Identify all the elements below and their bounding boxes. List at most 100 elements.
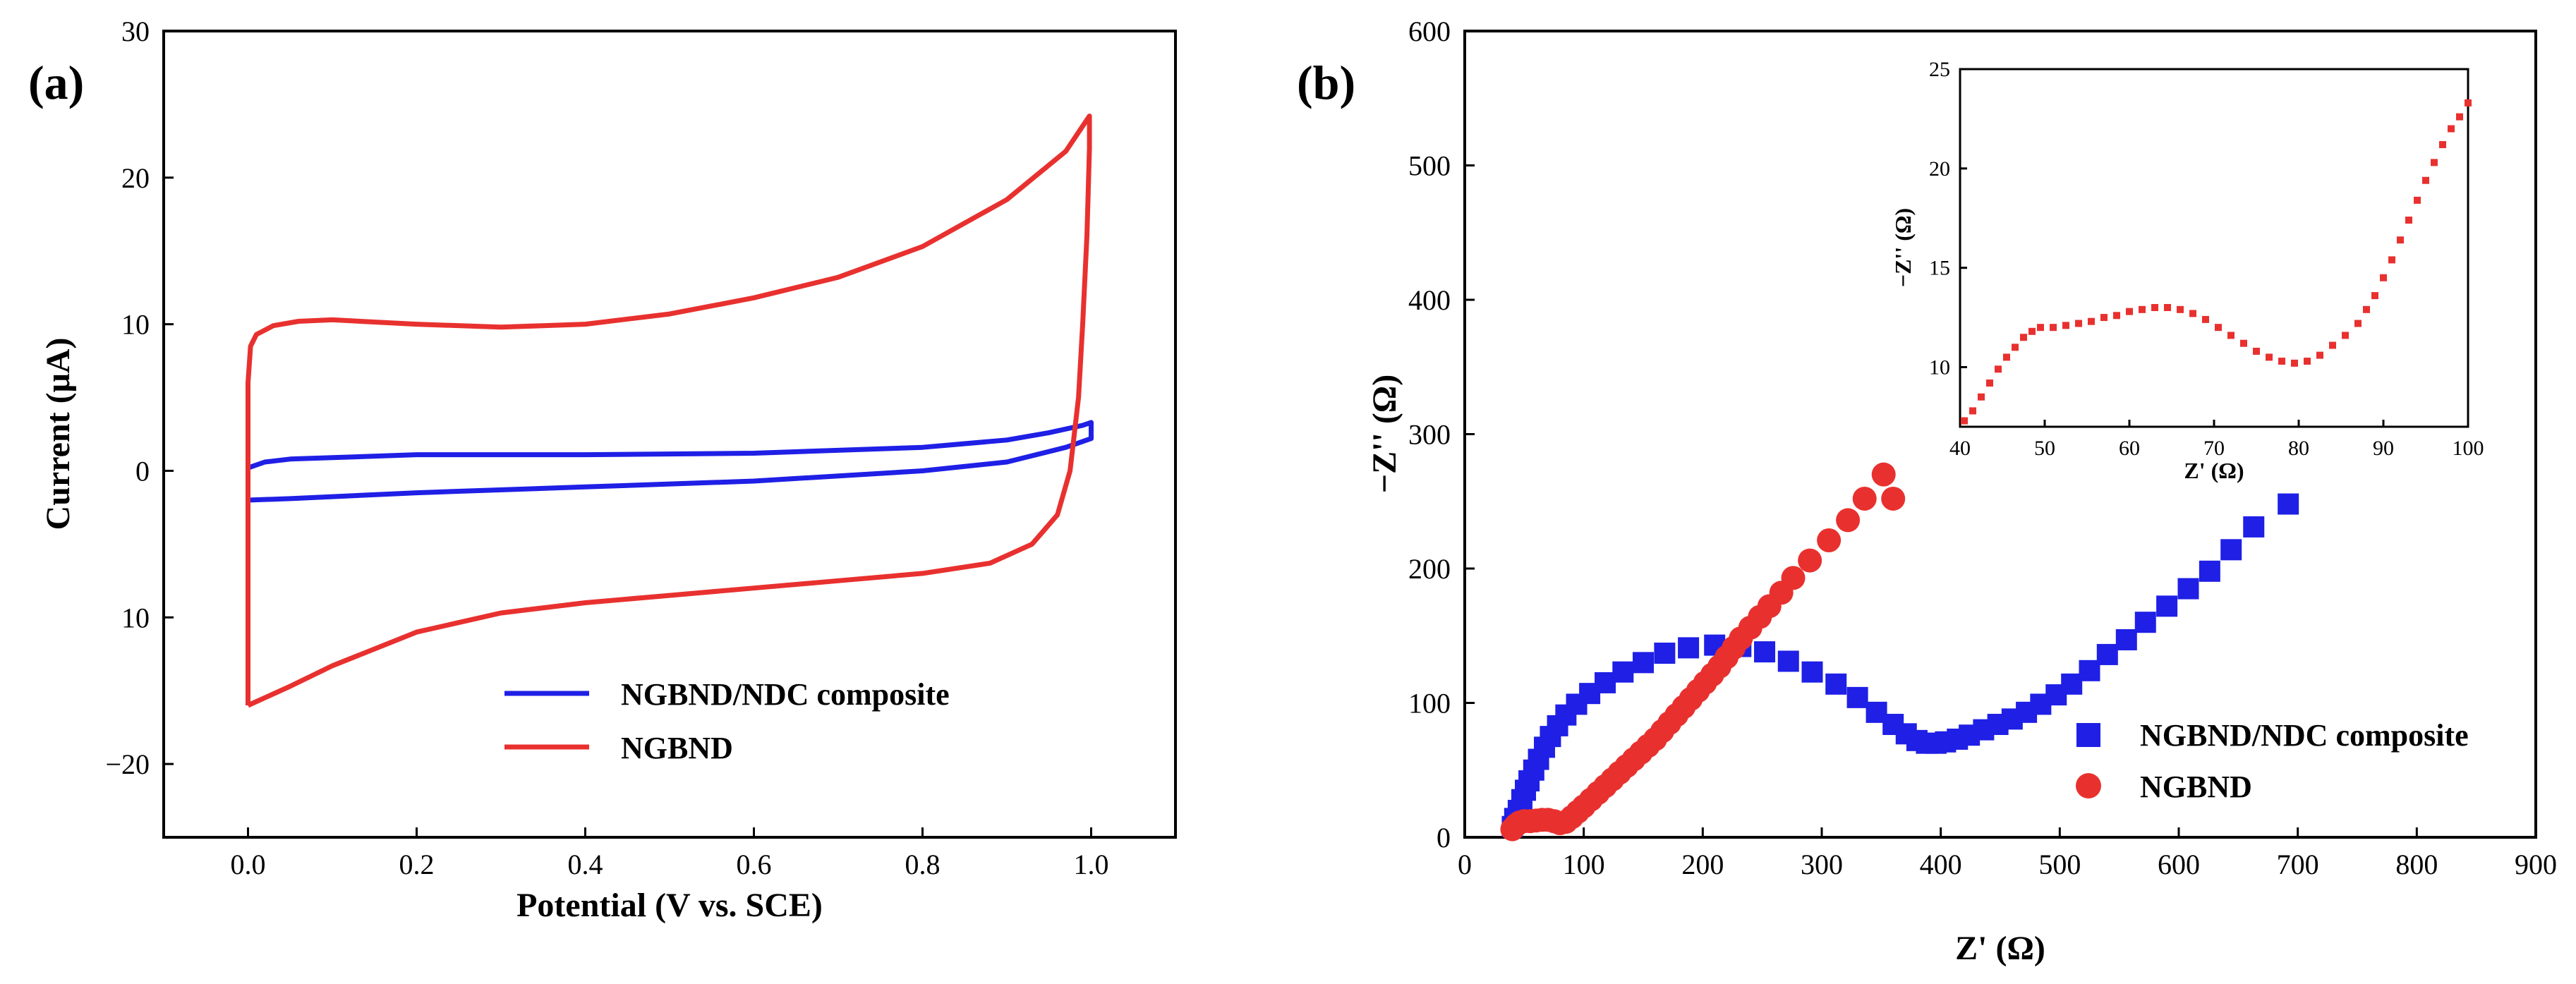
- x-tick-label-a-0: 0.0: [231, 849, 266, 880]
- data-point-b-inset-ngbnd-43: [2431, 159, 2438, 166]
- data-point-b-inset-ngbnd-12: [2075, 320, 2082, 327]
- data-point-b-inset-ngbnd-22: [2202, 315, 2209, 323]
- data-point-b-inset-ngbnd-1: [1969, 407, 1976, 415]
- data-point-b-ngbnd-46: [1881, 486, 1906, 511]
- y-tick-label-b-4: 400: [1408, 284, 1451, 316]
- data-point-b-inset-ngbnd-23: [2215, 324, 2222, 332]
- y-tick-label-b-5: 500: [1408, 150, 1451, 182]
- data-point-b-ngbnd-ndc-composite-15: [1612, 661, 1634, 683]
- legend-a: NGBND/NDC composite NGBND: [504, 677, 950, 765]
- y-tick-label-b-inset-1: 15: [1929, 257, 1950, 280]
- data-point-b-ngbnd-ndc-composite-43: [2096, 643, 2118, 665]
- data-point-b-inset-ngbnd-26: [2253, 347, 2260, 355]
- data-point-b-inset-ngbnd-7: [2020, 334, 2027, 341]
- x-tick-label-b-inset-4: 80: [2288, 437, 2309, 460]
- data-point-b-inset-ngbnd-25: [2240, 339, 2247, 347]
- y-tick-label-a-0: 30: [121, 16, 150, 47]
- data-point-b-inset-ngbnd-16: [2126, 308, 2133, 315]
- data-point-b-inset-ngbnd-30: [2304, 358, 2311, 365]
- chart-b: (b) 0 100 200 300 400 500 600 700 800 900 0 100 200 3…: [1297, 16, 2557, 967]
- x-tick-label-a-5: 1.0: [1074, 849, 1109, 880]
- data-point-b-inset-ngbnd-4: [1995, 365, 2002, 373]
- x-axis-label-b: Z' (Ω): [1955, 930, 2045, 967]
- data-point-b-inset-ngbnd-36: [2371, 292, 2378, 300]
- axis-ticks-b: 0 100 200 300 400 500 600 700 800 900 0 100 200 300 40…: [1408, 16, 2557, 880]
- data-point-b-ngbnd-ndc-composite-45: [2134, 612, 2156, 633]
- data-point-b-ngbnd-40: [1781, 566, 1806, 590]
- y-tick-label-b-1: 100: [1408, 688, 1451, 719]
- y-tick-label-b-0: 0: [1437, 822, 1451, 854]
- data-point-b-ngbnd-ndc-composite-42: [2079, 660, 2100, 681]
- data-point-b-ngbnd-43: [1836, 508, 1861, 533]
- legend-marker-ngbnd-b: [2076, 773, 2101, 798]
- data-point-b-inset-ngbnd-9: [2037, 324, 2044, 332]
- series-line-ngbnd-ndc-composite: [246, 420, 1094, 503]
- data-point-b-ngbnd-41: [1798, 548, 1822, 573]
- y-tick-label-a-2: 10: [121, 309, 150, 341]
- series-b-ngbnd-ndc-composite: [1501, 493, 2299, 837]
- panel-label-a: (a): [28, 56, 84, 109]
- x-tick-label-a-4: 0.8: [905, 849, 941, 880]
- data-point-b-inset-ngbnd-29: [2291, 359, 2298, 367]
- data-point-b-ngbnd-ndc-composite-18: [1678, 637, 1700, 659]
- panel-label-b: (b): [1297, 56, 1355, 109]
- data-point-b-inset-ngbnd-44: [2439, 141, 2446, 149]
- legend-marker-composite-b: [2076, 723, 2100, 747]
- data-point-b-inset-ngbnd-42: [2422, 176, 2429, 184]
- y-tick-label-b-inset-2: 20: [1929, 157, 1950, 181]
- data-point-b-ngbnd-ndc-composite-44: [2115, 628, 2137, 650]
- data-point-b-inset-ngbnd-8: [2028, 327, 2036, 335]
- x-tick-label-b-3: 300: [1801, 849, 1843, 880]
- x-tick-label-b-1: 100: [1563, 849, 1605, 880]
- y-axis-label-a: Current (μA): [40, 338, 77, 530]
- data-point-b-ngbnd-ndc-composite-16: [1633, 652, 1654, 674]
- data-point-b-ngbnd-ndc-composite-51: [2278, 493, 2299, 515]
- data-point-b-inset-ngbnd-32: [2329, 341, 2336, 349]
- x-tick-label-b-inset-1: 50: [2034, 437, 2055, 460]
- legend-label-ngbnd-b: NGBND: [2140, 770, 2252, 804]
- data-point-b-inset-ngbnd-21: [2189, 310, 2196, 317]
- data-point-b-inset-ngbnd-5: [2003, 353, 2010, 361]
- x-tick-label-b-inset-6: 100: [2453, 437, 2484, 460]
- data-point-b-inset-ngbnd-24: [2227, 332, 2235, 339]
- data-point-b-ngbnd-ndc-composite-48: [2199, 560, 2220, 582]
- plot-frame-a: [162, 30, 1177, 839]
- plot-frame-inset: [1959, 68, 2469, 428]
- data-point-b-ngbnd-ndc-composite-25: [1846, 686, 1868, 708]
- y-tick-label-b-6: 600: [1408, 16, 1451, 47]
- data-point-b-ngbnd-ndc-composite-46: [2156, 595, 2178, 617]
- x-tick-label-b-7: 700: [2277, 849, 2319, 880]
- chart-a: (a) 0.0 0.2 0.4 0.6 0.8 1.0 30 20 10 0 10 −20 NGBND…: [28, 16, 1177, 924]
- x-axis-label-a: Potential (V vs. SCE): [516, 887, 823, 924]
- x-tick-label-b-8: 800: [2395, 849, 2438, 880]
- y-tick-label-b-3: 300: [1408, 419, 1451, 451]
- data-point-b-inset-ngbnd-45: [2448, 125, 2455, 133]
- data-point-b-inset-ngbnd-33: [2342, 332, 2349, 339]
- y-tick-label-a-4: 10: [121, 602, 150, 633]
- data-point-b-inset-ngbnd-15: [2113, 312, 2120, 320]
- data-point-b-inset-ngbnd-18: [2151, 304, 2158, 311]
- data-point-b-ngbnd-ndc-composite-22: [1777, 650, 1799, 672]
- y-tick-label-b-2: 200: [1408, 553, 1451, 585]
- y-tick-label-a-3: 0: [135, 455, 150, 487]
- legend-label-composite-b: NGBND/NDC composite: [2140, 718, 2469, 753]
- data-point-b-inset-ngbnd-34: [2354, 320, 2362, 327]
- data-point-b-inset-ngbnd-28: [2278, 358, 2285, 365]
- x-tick-label-b-2: 200: [1681, 849, 1724, 880]
- data-point-b-ngbnd-ndc-composite-23: [1801, 661, 1823, 683]
- data-point-b-inset-ngbnd-20: [2177, 305, 2184, 313]
- data-point-b-inset-ngbnd-41: [2414, 196, 2421, 204]
- data-point-b-inset-ngbnd-31: [2316, 351, 2323, 359]
- data-point-b-ngbnd-ndc-composite-14: [1595, 672, 1616, 693]
- x-tick-label-b-0: 0: [1458, 849, 1472, 880]
- data-point-b-ngbnd-ndc-composite-49: [2220, 539, 2242, 561]
- y-axis-label-inset: −Z'' (Ω): [1890, 208, 1916, 287]
- series-line-ngbnd: [246, 114, 1092, 708]
- data-point-b-ngbnd-ndc-composite-21: [1754, 641, 1776, 663]
- x-tick-label-b-inset-3: 70: [2203, 437, 2225, 460]
- series-b-inset-ngbnd: [1961, 99, 2472, 425]
- y-tick-label-a-5: −20: [105, 748, 150, 780]
- data-point-b-inset-ngbnd-19: [2164, 304, 2171, 311]
- data-point-b-inset-ngbnd-3: [1986, 379, 1993, 387]
- x-tick-label-b-inset-0: 40: [1949, 437, 1971, 460]
